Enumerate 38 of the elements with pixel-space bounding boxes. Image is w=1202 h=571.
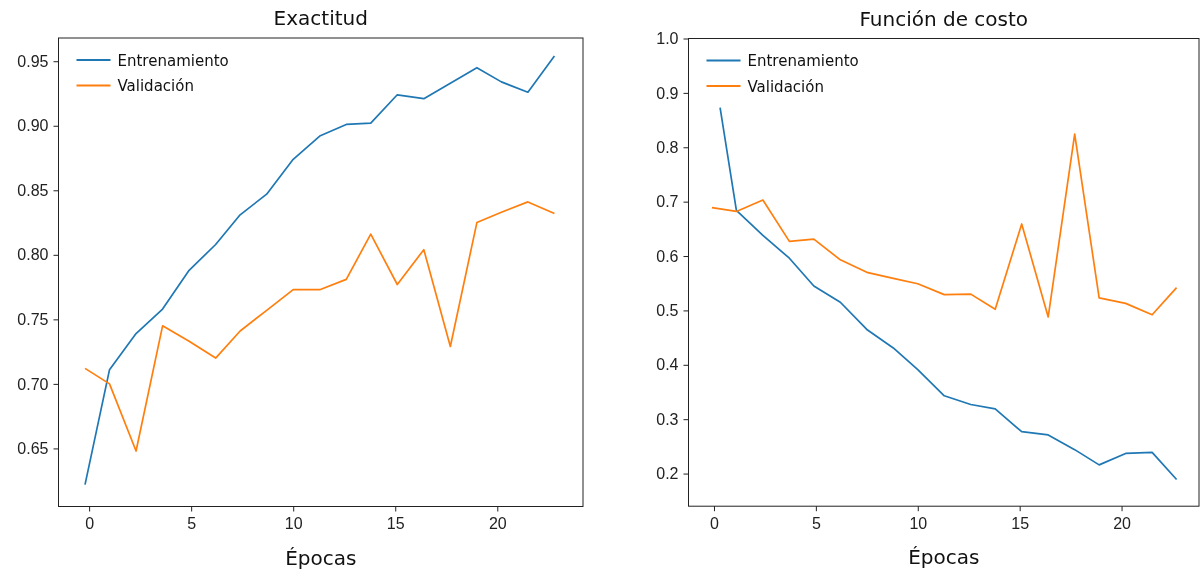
y-tick-label: 0.75 — [17, 310, 49, 328]
y-tick-label: 0.7 — [656, 193, 679, 211]
legend-label: Entrenamiento — [117, 51, 229, 70]
y-tick-label: 0.70 — [17, 375, 49, 393]
chart-title: Exactitud — [273, 6, 368, 30]
line-series — [84, 201, 556, 452]
x-tick-label: 20 — [1113, 514, 1132, 532]
x-tick-label: 5 — [811, 514, 821, 532]
x-tick-label: 10 — [284, 514, 303, 532]
x-tick-label: 5 — [187, 514, 197, 532]
line-series — [711, 133, 1178, 318]
line-series — [719, 106, 1178, 481]
legend-label: Validación — [747, 77, 824, 96]
y-tick-label: 0.2 — [656, 465, 679, 483]
y-tick-label: 0.95 — [17, 52, 49, 70]
legend-label: Validación — [117, 77, 194, 95]
legend-label: Entrenamiento — [747, 52, 859, 70]
y-tick-label: 0.4 — [656, 356, 679, 374]
y-tick-label: 0.65 — [17, 440, 49, 458]
y-tick-label: 0.85 — [17, 181, 49, 199]
y-tick-label: 0.9 — [656, 84, 679, 102]
x-tick-label: 10 — [909, 514, 928, 532]
y-tick-label: 0.3 — [656, 410, 679, 428]
y-tick-label: 0.90 — [17, 117, 49, 135]
y-tick-label: 0.80 — [17, 246, 49, 264]
x-tick-label: 15 — [1011, 514, 1030, 532]
x-axis-title: Épocas — [908, 545, 980, 570]
line-series — [84, 55, 556, 486]
y-tick-label: 0.5 — [656, 302, 679, 320]
y-tick-label: 0.8 — [656, 138, 679, 156]
x-axis-title: Épocas — [285, 545, 357, 570]
y-tick-label: 0.6 — [656, 247, 679, 265]
chart-title: Función de costo — [859, 6, 1029, 31]
x-tick-label: 15 — [386, 514, 405, 532]
y-tick-label: 1.0 — [656, 30, 679, 48]
x-tick-label: 20 — [488, 514, 507, 532]
x-tick-label: 0 — [710, 514, 720, 532]
x-tick-label: 0 — [85, 514, 95, 532]
